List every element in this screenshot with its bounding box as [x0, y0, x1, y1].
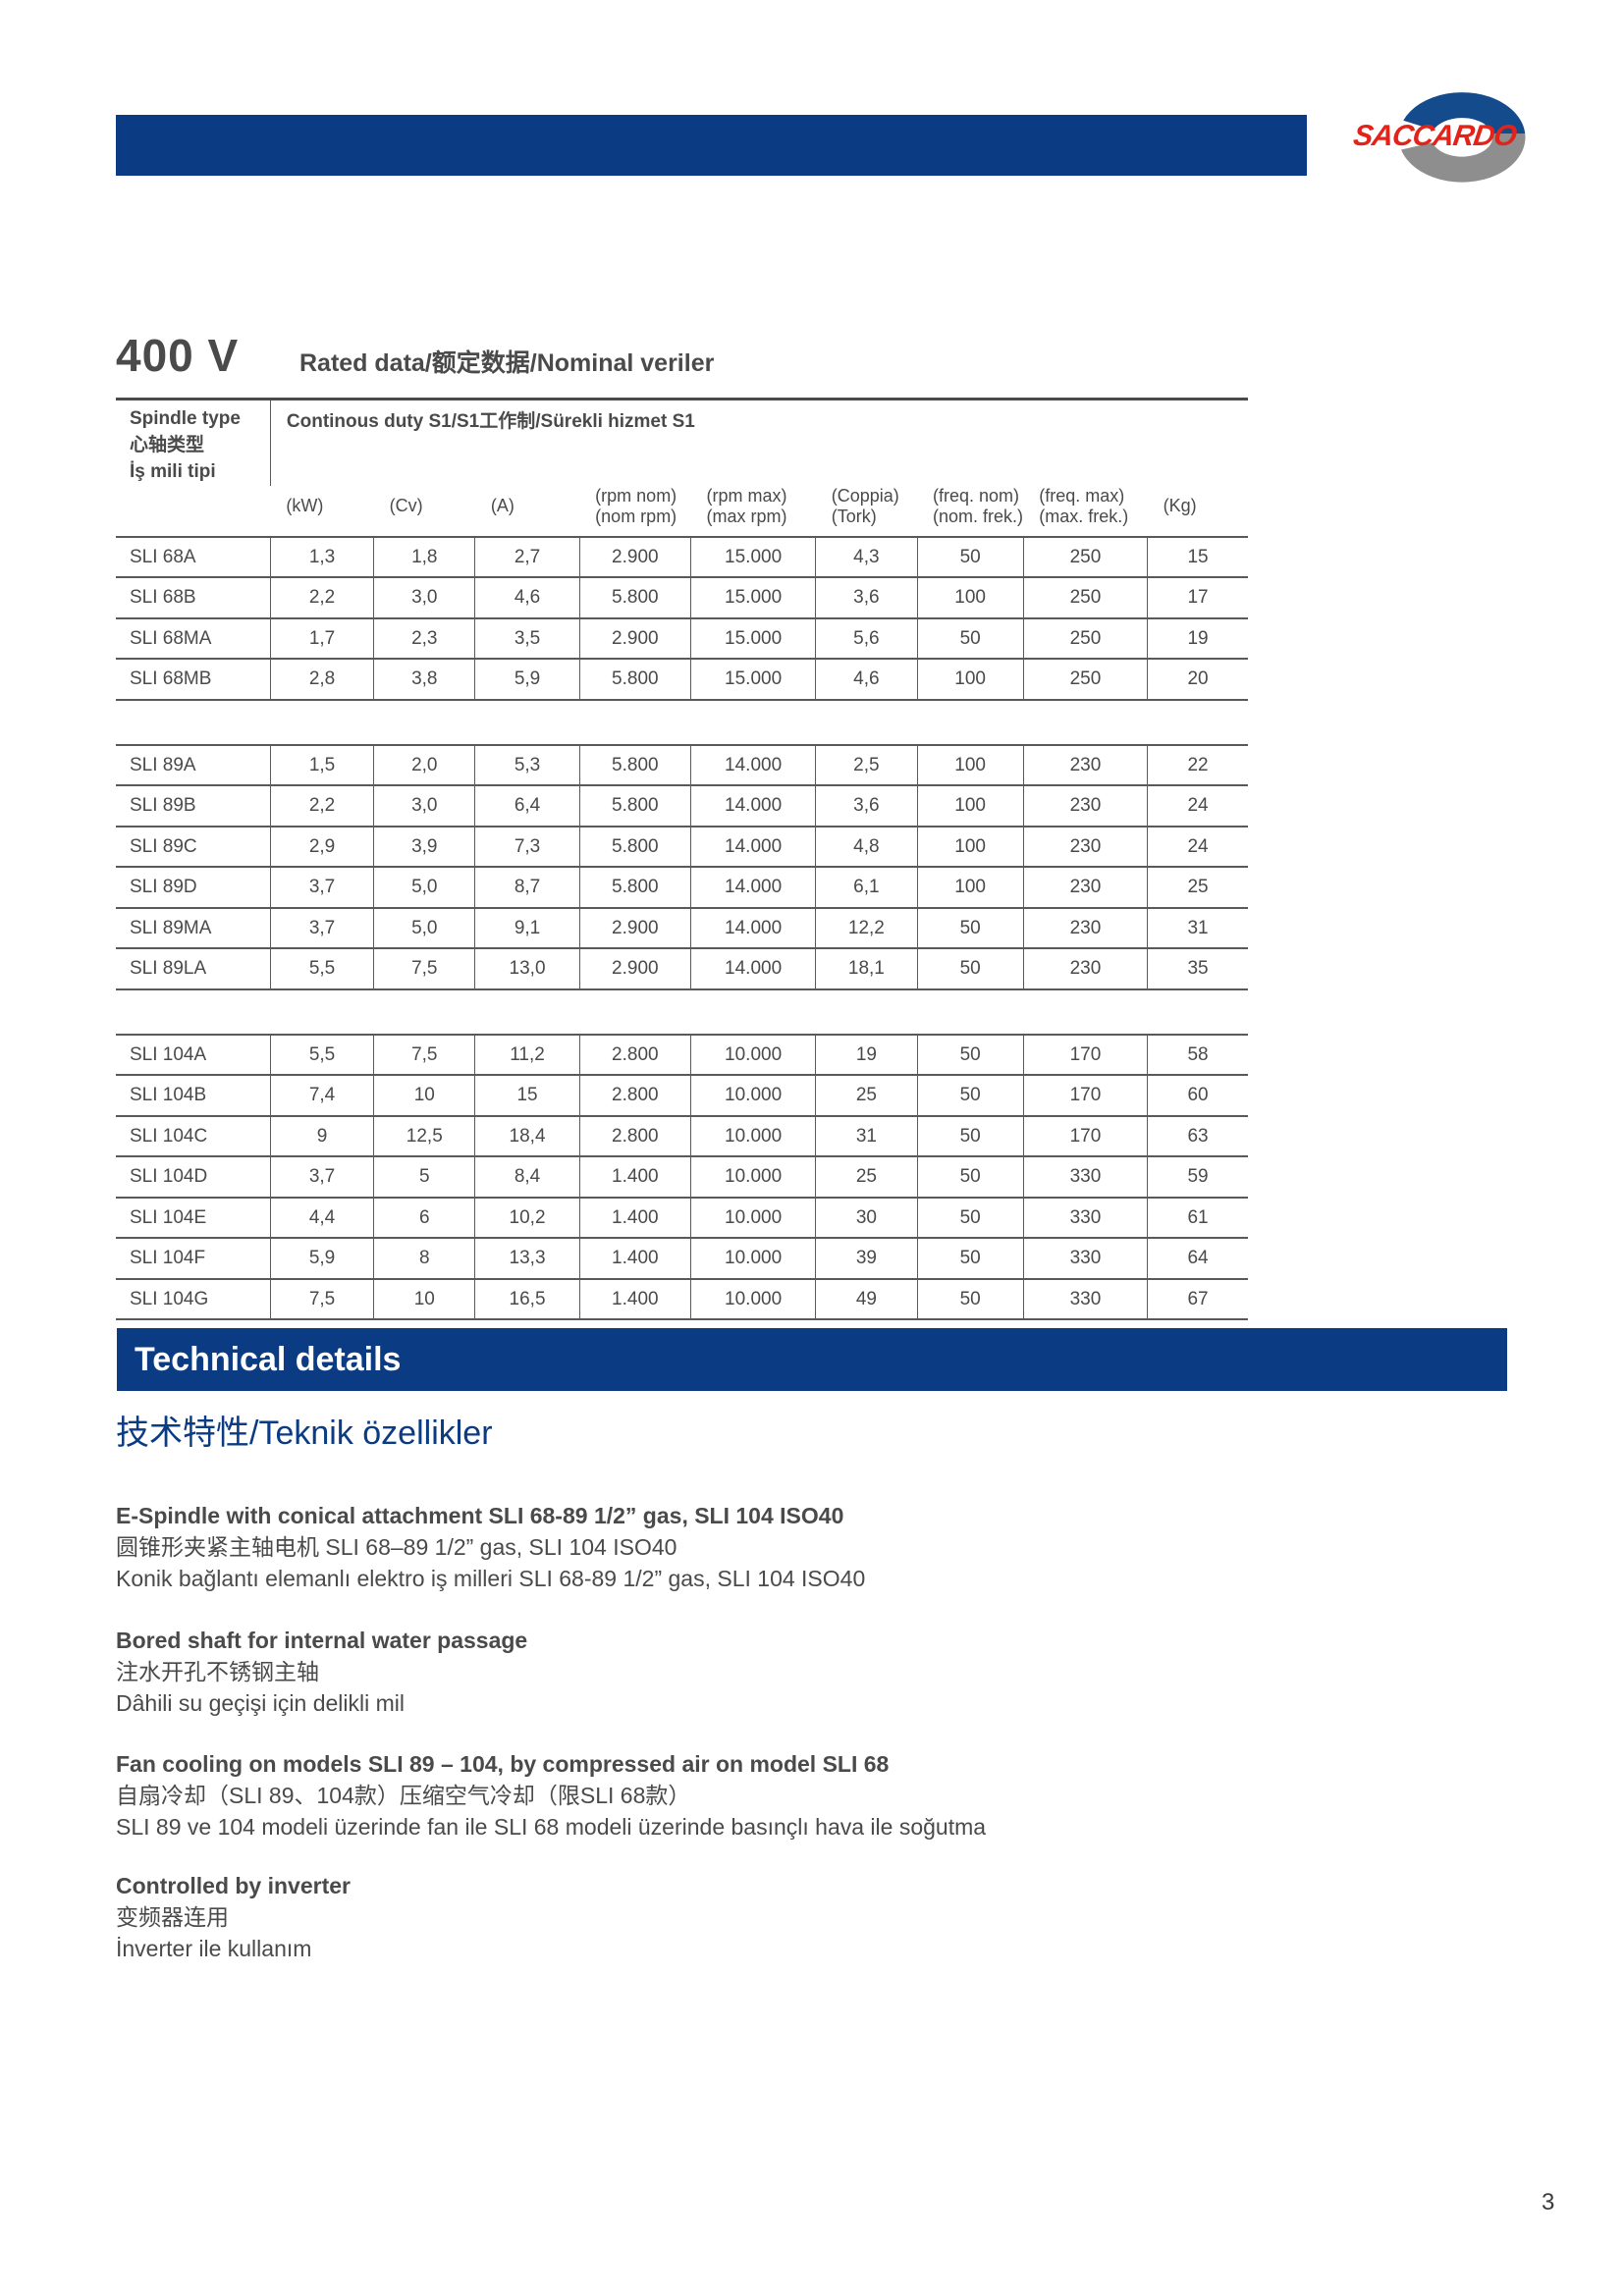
svg-text:SACCARDO: SACCARDO [1351, 120, 1518, 152]
